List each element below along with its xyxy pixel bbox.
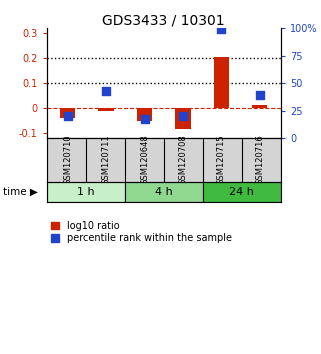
- Text: GSM120715: GSM120715: [217, 135, 226, 185]
- Bar: [99, 108, 114, 111]
- Point: [103, 88, 108, 94]
- Text: 4 h: 4 h: [155, 187, 173, 197]
- Text: time ▶: time ▶: [3, 187, 38, 197]
- Bar: [214, 57, 229, 108]
- Text: 24 h: 24 h: [230, 187, 254, 197]
- Title: GDS3433 / 10301: GDS3433 / 10301: [102, 13, 225, 27]
- Point: [180, 113, 186, 119]
- Text: GSM120716: GSM120716: [255, 135, 264, 185]
- Bar: [252, 105, 267, 108]
- FancyBboxPatch shape: [47, 182, 125, 202]
- Text: GSM120648: GSM120648: [140, 135, 149, 185]
- Point: [142, 116, 147, 122]
- Bar: [175, 108, 191, 129]
- Text: GSM120710: GSM120710: [63, 135, 72, 185]
- Bar: [60, 108, 75, 118]
- Text: GSM120708: GSM120708: [178, 135, 187, 185]
- Point: [65, 113, 70, 119]
- Bar: [137, 108, 152, 121]
- FancyBboxPatch shape: [125, 182, 203, 202]
- Legend: log10 ratio, percentile rank within the sample: log10 ratio, percentile rank within the …: [51, 221, 232, 243]
- Point: [257, 92, 262, 98]
- Text: GSM120711: GSM120711: [101, 135, 111, 185]
- Point: [219, 27, 224, 32]
- FancyBboxPatch shape: [203, 182, 281, 202]
- Text: 1 h: 1 h: [77, 187, 94, 197]
